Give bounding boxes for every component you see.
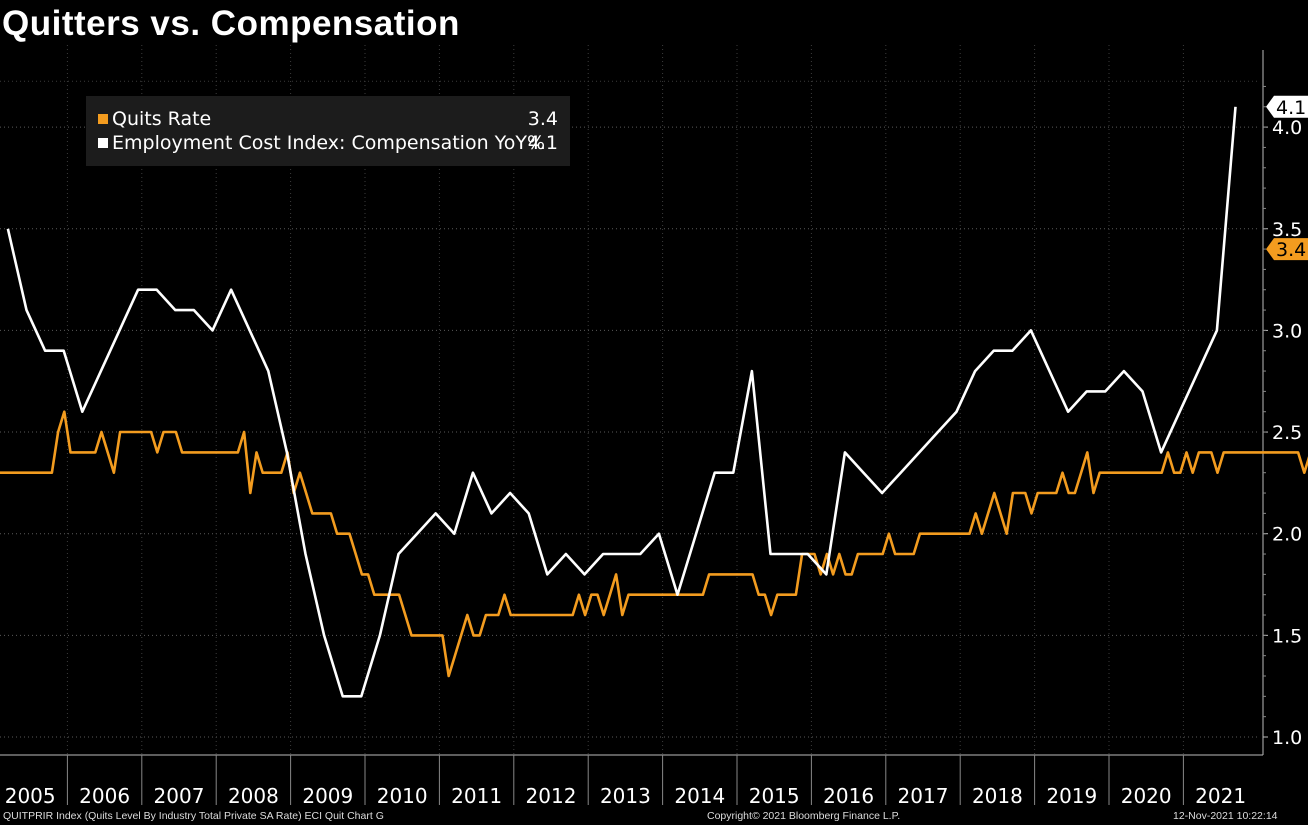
legend-value-quits: 3.4 [527,108,558,130]
x-tick-label-4: 2009 [302,784,353,808]
footer-copyright: Copyright© 2021 Bloomberg Finance L.P. [707,810,901,822]
x-tick-label-12: 2017 [898,784,949,808]
y-tick-label-0: 1.0 [1272,727,1302,749]
legend-label-eci: Employment Cost Index: Compensation YoY% [112,132,546,154]
x-tick-label-14: 2019 [1046,784,1097,808]
chart-title: Quitters vs. Compensation [2,4,460,43]
x-tick-label-16: 2021 [1195,784,1246,808]
legend-item-quits: Quits Rate [98,108,211,130]
legend-item-eci: Employment Cost Index: Compensation YoY% [98,132,545,154]
last-value-label-0: 4.1 [1276,97,1306,119]
footer-source: QUITPRIR Index (Quits Level By Industry … [3,810,384,822]
series-line-eci-compensation [6,106,1237,698]
x-tick-label-2: 2007 [154,784,205,808]
footer-timestamp: 12-Nov-2021 10:22:14 [1173,810,1278,822]
last-value-label-1: 3.4 [1276,239,1306,261]
legend: Quits Rate 3.4 Employment Cost Index: Co… [86,96,570,166]
series-line-quits-rate [0,410,1308,678]
legend-label-quits: Quits Rate [112,108,212,130]
x-tick-label-9: 2014 [674,784,725,808]
x-tick-label-1: 2006 [79,784,130,808]
x-tick-label-3: 2008 [228,784,279,808]
x-tick-label-10: 2015 [749,784,800,808]
x-tick-label-13: 2018 [972,784,1023,808]
y-tick-label-3: 2.5 [1272,422,1302,444]
x-tick-label-5: 2010 [377,784,428,808]
x-tick-label-8: 2013 [600,784,651,808]
y-tick-label-6: 4.0 [1272,117,1302,139]
y-tick-label-4: 3.0 [1272,320,1302,342]
x-tick-label-7: 2012 [526,784,577,808]
x-tick-label-11: 2016 [823,784,874,808]
y-tick-label-5: 3.5 [1272,219,1302,241]
legend-swatch-eci [98,138,108,148]
y-tick-label-1: 1.5 [1272,625,1302,647]
x-tick-label-0: 2005 [5,784,56,808]
legend-value-eci: 4.1 [527,132,558,154]
legend-swatch-quits [98,114,108,124]
last-value-tag-1 [1266,238,1308,261]
x-tick-label-6: 2011 [451,784,502,808]
y-tick-label-2: 2.0 [1272,524,1302,546]
last-value-tag-0 [1266,95,1308,118]
x-tick-label-15: 2020 [1121,784,1172,808]
